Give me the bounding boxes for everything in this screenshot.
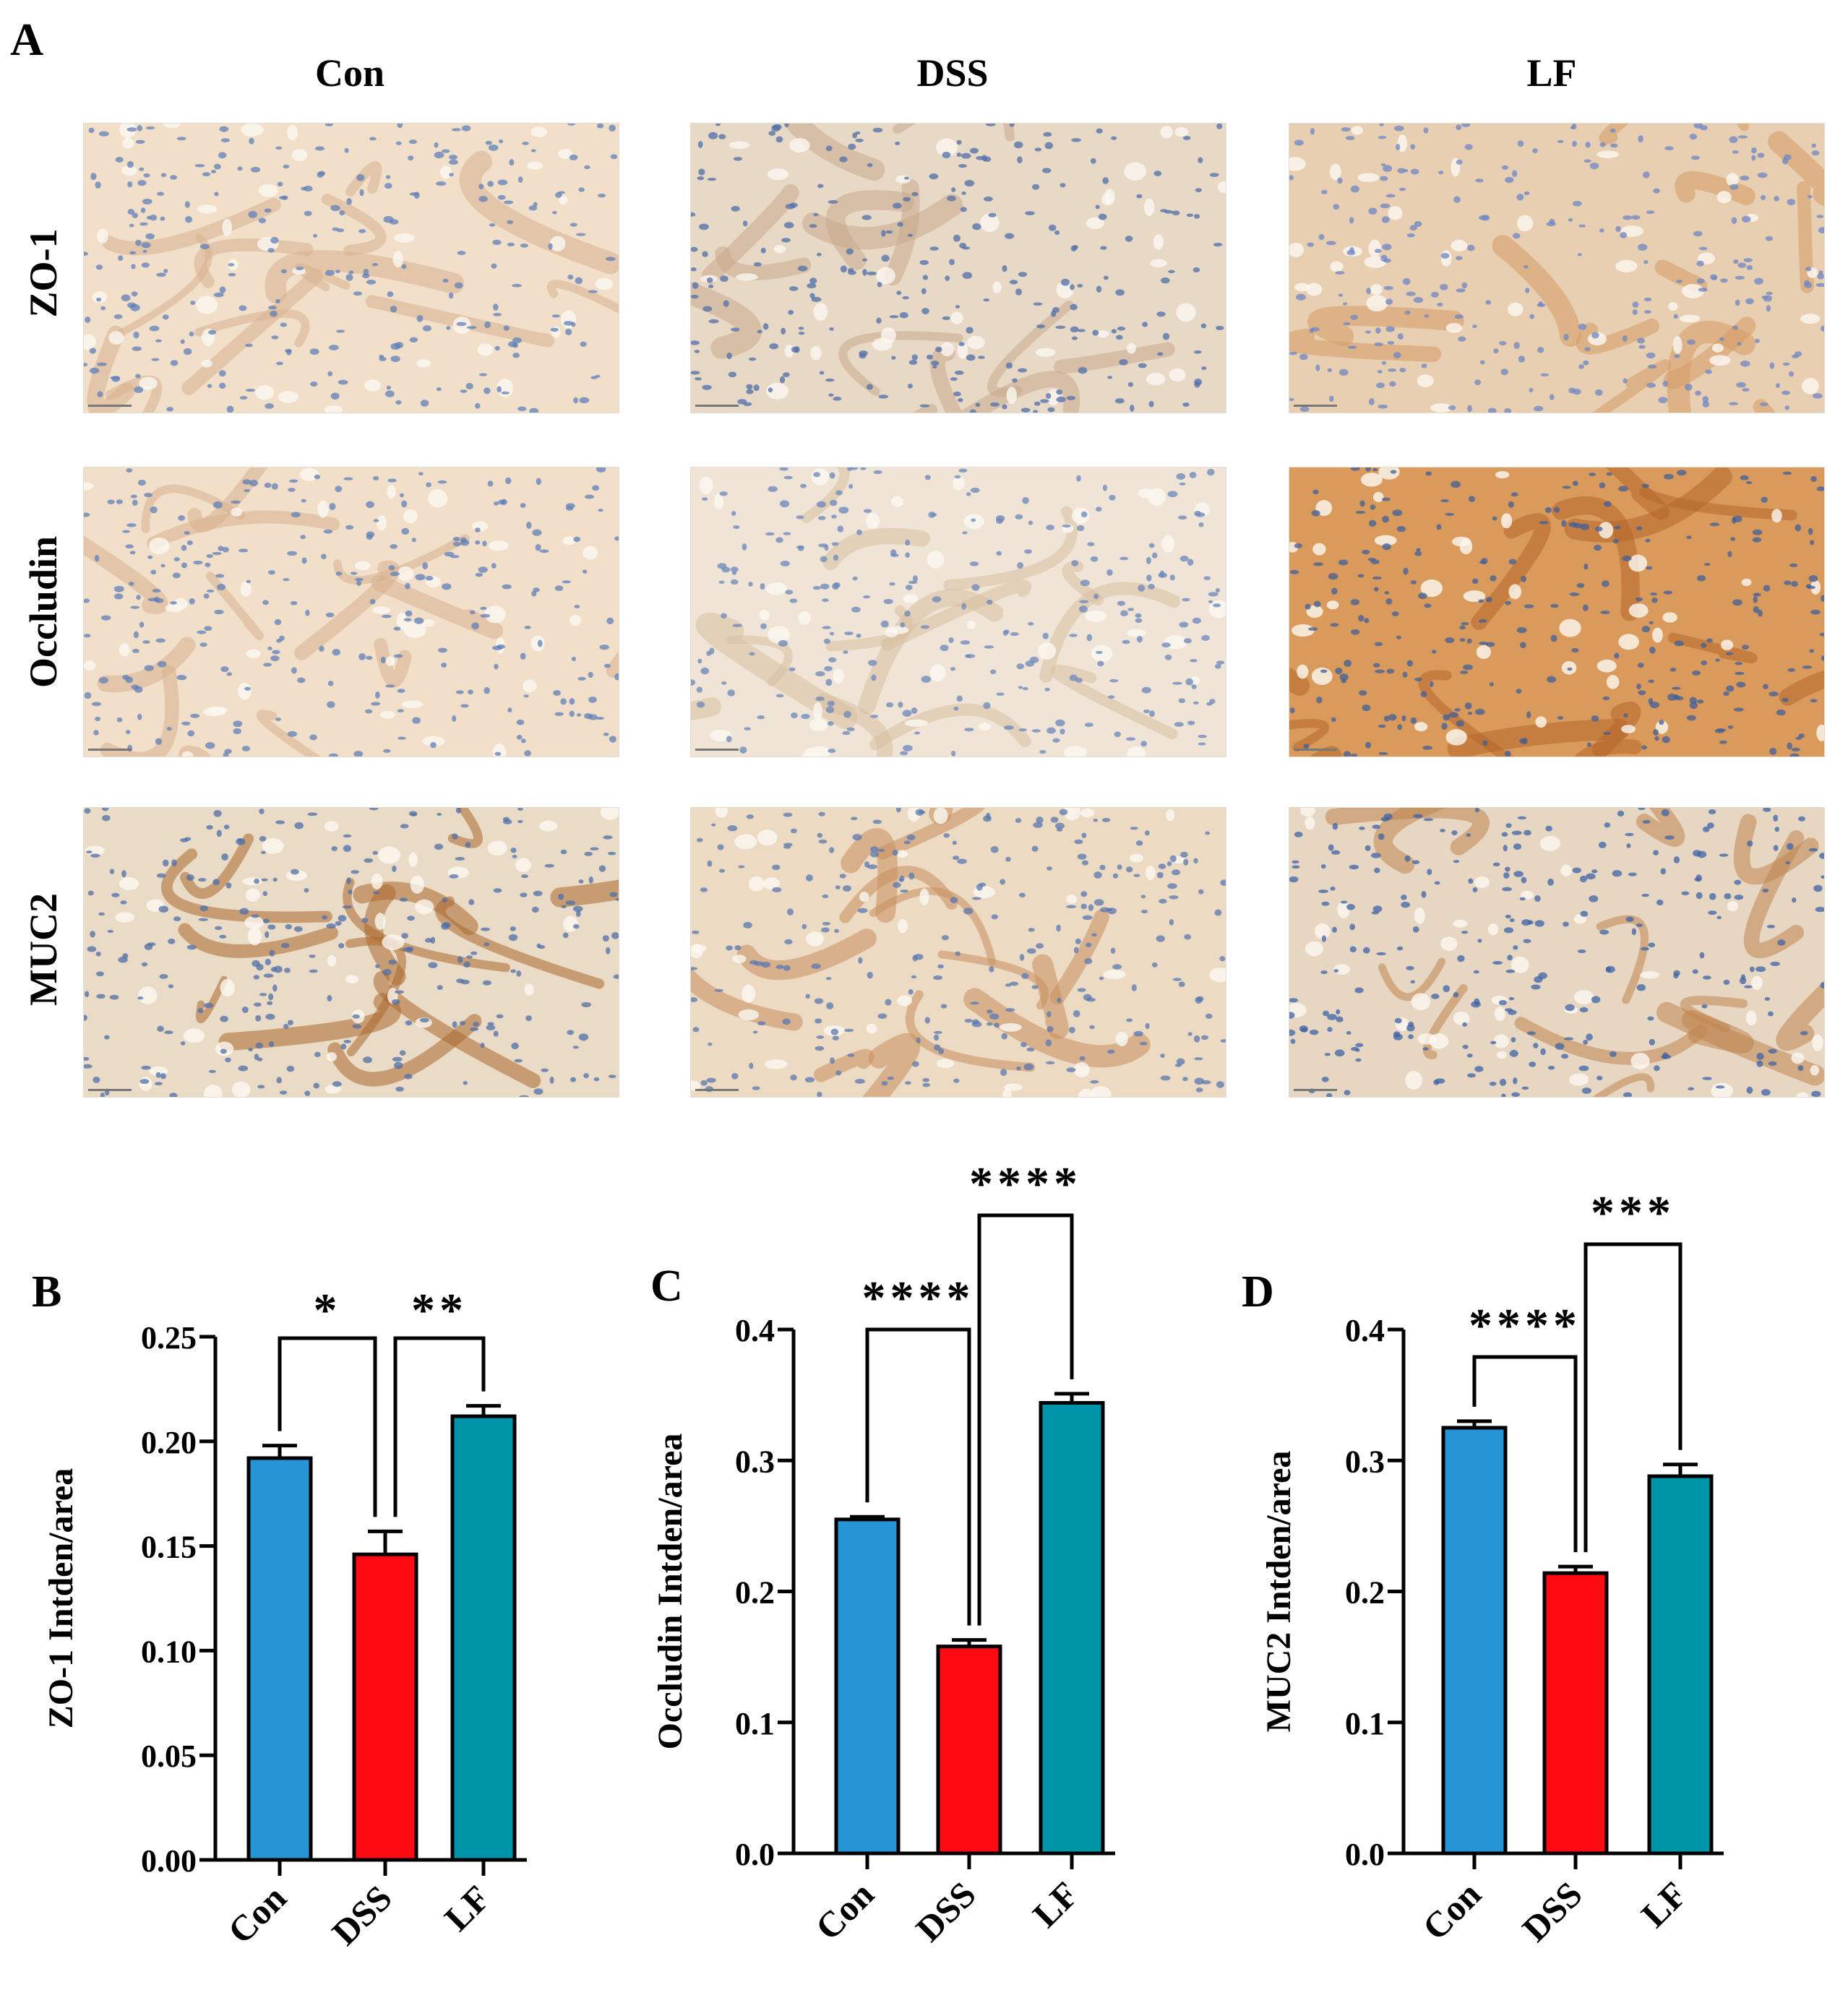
panel-b-bar-dss [352,1552,418,1862]
panel-c-y-label: Occludin Intden/area [651,1434,689,1750]
panel-d-y-tick-label: 0.0 [1345,1837,1385,1872]
panel-c-significance-label: **** [969,1158,1082,1210]
panel-d-bar-dss [1542,1571,1609,1856]
micrograph-zo1-dss [690,123,1226,413]
panel-d-significance-label: **** [1469,1299,1581,1352]
tissue-texture [84,124,619,413]
micrograph-zo1-lf [1289,123,1825,413]
panel-d-category-label-con: Con [1414,1874,1489,1948]
panel-d-bar-con [1441,1426,1508,1856]
tissue-texture [1289,124,1824,413]
panel-b-category-label-dss: DSS [324,1877,399,1952]
panel-c-bar-dss [936,1645,1002,1856]
panel-b-y-tick-label: 0.20 [141,1425,197,1460]
panel-c-category-label-con: Con [807,1874,882,1948]
panel-d-y-tick-label: 0.3 [1345,1444,1385,1479]
panel-b-y-tick-label: 0.00 [141,1843,197,1879]
scale-bar [1294,405,1337,407]
scale-bar [695,749,739,751]
panel-c-category-label-dss: DSS [908,1874,983,1949]
panel-b-y-tick-label: 0.05 [141,1738,197,1774]
panel-d-letter: D [1242,1267,1274,1317]
panel-c-y-tick-label: 0.0 [735,1837,775,1872]
panel-b-y-label: ZO-1 Intden/area [42,1468,80,1728]
panel-d-significance-bracket [1472,1355,1578,1553]
tissue-texture [1289,467,1824,757]
panel-c-y-tick-label: 0.1 [735,1706,775,1741]
panel-c-category-label-lf: LF [1025,1874,1086,1935]
panel-c-bar-lf [1039,1401,1105,1856]
panel-c-y-tick-label: 0.4 [735,1313,775,1348]
panel-b-y-tick-label: 0.25 [141,1320,197,1356]
panel-d-y-tick-label: 0.4 [1345,1313,1385,1348]
scale-bar [695,1089,739,1091]
tissue-texture [1289,808,1824,1097]
panel-c-y-tick-label: 0.2 [735,1575,775,1611]
scale-bar [695,405,739,407]
micrograph-occludin-con [83,467,619,757]
tissue-texture [691,467,1226,757]
tissue-texture [691,124,1226,413]
tissue-texture [84,467,619,757]
column-header-lf: LF [1526,51,1577,95]
scale-bar [88,405,132,407]
panel-b-significance-bracket [278,1336,377,1517]
panel-d-significance-bracket [1583,1242,1682,1553]
panel-c-bar-con [834,1517,901,1856]
tissue-texture [84,808,619,1097]
micrograph-muc2-lf [1289,807,1825,1098]
micrograph-occludin-lf [1289,467,1825,757]
micrograph-occludin-dss [690,467,1226,757]
panel-b-bar-lf [450,1414,517,1862]
panel-b-y-tick-label: 0.15 [141,1530,197,1565]
panel-d-category-label-dss: DSS [1514,1874,1589,1949]
panel-b-significance-label: * [314,1284,342,1337]
panel-c-y-tick-label: 0.3 [735,1444,775,1479]
column-header-con: Con [314,51,385,95]
panel-b-category-label-lf: LF [437,1877,498,1939]
panel-b-y-tick-label: 0.10 [141,1634,197,1669]
micrograph-muc2-con [83,807,619,1098]
micrograph-zo1-con [83,123,619,413]
panel-c-significance-bracket [977,1213,1074,1626]
panel-d-significance-label: *** [1591,1186,1675,1239]
panel-d-bar-lf [1647,1474,1714,1856]
scale-bar [1294,749,1337,751]
panel-b-letter: B [32,1267,61,1317]
panel-c-significance-label: **** [862,1272,975,1324]
panel-d-category-label-lf: LF [1633,1874,1695,1935]
panel-b-significance-bracket [393,1336,486,1517]
panel-d-y-tick-label: 0.2 [1345,1575,1385,1611]
panel-b-significance-label: ** [411,1284,468,1337]
panel-d-y-label: MUC2 Intden/area [1260,1451,1298,1733]
panel-a-letter: A [10,14,44,65]
column-header-dss: DSS [916,51,989,95]
panel-b-bar-con [246,1456,313,1862]
scale-bar [88,1089,132,1091]
scale-bar [1294,1089,1337,1091]
tissue-texture [691,808,1226,1097]
panel-c-significance-bracket [865,1327,971,1626]
panel-d-y-tick-label: 0.1 [1345,1706,1385,1741]
panel-c-letter: C [650,1262,683,1311]
micrograph-muc2-dss [690,807,1226,1098]
panel-b-category-label-con: Con [220,1877,294,1952]
scale-bar [88,749,132,751]
